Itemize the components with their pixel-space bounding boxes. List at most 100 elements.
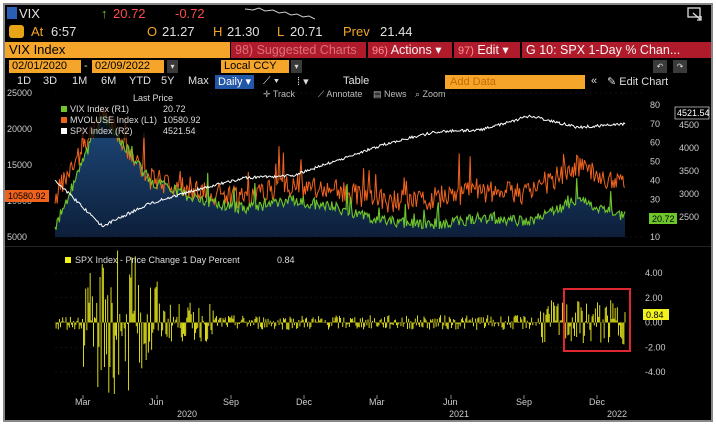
- r2-tick-label: 2500: [679, 212, 699, 222]
- start-date-field[interactable]: 02/01/2020: [9, 60, 81, 73]
- prev-label: Prev: [343, 24, 370, 39]
- period-3d[interactable]: 3D: [43, 75, 58, 87]
- sub-legend-value: 0.84: [277, 255, 295, 265]
- ohlc-line: At 6:57 O 21.27 H 21.30 L 20.71 Prev 21.…: [5, 23, 711, 41]
- exchange-icon: [9, 25, 24, 38]
- caret-down-icon: ▾: [435, 43, 442, 57]
- mvoluse-area: [55, 114, 625, 237]
- main-legend: Last Price VIX Index (R1) 20.72 MVOLUSE …: [57, 92, 207, 138]
- security-field[interactable]: VIX Index: [5, 42, 230, 58]
- svg-text:10580.92: 10580.92: [8, 191, 46, 201]
- currency-field[interactable]: Local CCY: [221, 60, 289, 73]
- mvoluse-line: [54, 105, 626, 213]
- svg-text:20.72: 20.72: [652, 214, 675, 224]
- window-popout-icon[interactable]: [687, 7, 703, 21]
- security-name: VIX Index: [9, 42, 66, 57]
- month-tick-label: Dec: [589, 397, 606, 407]
- legend-spx-name: SPX Index (R2): [70, 126, 133, 136]
- suggested-number: 98): [235, 43, 254, 57]
- month-tick-label: Sep: [223, 397, 239, 407]
- settings-icon[interactable]: ⁞ ▾: [297, 76, 309, 88]
- period-5y[interactable]: 5Y: [161, 75, 175, 87]
- sub-tick-label: -4.00: [645, 367, 666, 377]
- legend-mvoluse-value: 10580.92: [163, 115, 201, 125]
- period-6m[interactable]: 6M: [101, 75, 117, 87]
- legend-spx-value: 4521.54: [163, 126, 196, 136]
- left-marker: 10580.92: [5, 190, 49, 202]
- currency-dropdown-icon[interactable]: ▾: [291, 60, 302, 73]
- bloomberg-terminal-window: VIX ↑ 20.72 -0.72 At 6:57 O 21.27 H 21.3…: [3, 3, 713, 422]
- low-label: L: [277, 24, 285, 39]
- r1-tick-label: 80: [650, 100, 660, 110]
- track-tool[interactable]: ✛ Track: [263, 89, 296, 99]
- r1-tick-label: 50: [650, 157, 660, 167]
- actions-menu-button[interactable]: 96) Actions ▾: [368, 42, 452, 58]
- suggested-charts-button[interactable]: 98) Suggested Charts: [231, 42, 366, 58]
- spx-line: [54, 114, 626, 228]
- left-tick-label: 5000: [7, 232, 27, 242]
- legend-swatch-vix: [61, 106, 67, 112]
- main-chart[interactable]: 250002000015000100005000 807060504030201…: [5, 89, 711, 245]
- end-date-field[interactable]: 02/09/2022: [92, 60, 164, 73]
- svg-text:4521.54: 4521.54: [677, 108, 710, 118]
- actions-label: Actions: [390, 43, 432, 57]
- period-max[interactable]: Max: [188, 75, 209, 87]
- r1-marker: 20.72: [649, 213, 677, 224]
- period-ytd[interactable]: YTD: [129, 75, 151, 87]
- date-separator: -: [84, 60, 88, 72]
- sub-chart[interactable]: 4.00 2.00 0.00 -2.00 -4.00 SPX Index - Price…: [5, 246, 711, 396]
- edit-menu-button[interactable]: 97) Edit ▾: [454, 42, 520, 58]
- sub-marker: 0.84: [643, 309, 669, 320]
- ticker[interactable]: VIX: [19, 6, 40, 21]
- collapse-icon[interactable]: «: [591, 75, 598, 87]
- month-tick-label: Jun: [443, 397, 458, 407]
- calendar-dropdown-icon[interactable]: ▾: [167, 60, 178, 73]
- left-tick-label: 15000: [7, 160, 32, 170]
- table-button[interactable]: Table: [343, 75, 370, 87]
- year-tick-label: 2022: [607, 409, 627, 419]
- period-1d[interactable]: 1D: [17, 75, 32, 87]
- chart-title-button[interactable]: G 10: SPX 1-Day % Chan...: [522, 42, 711, 58]
- frequency-select[interactable]: Daily ▾: [215, 75, 255, 89]
- legend-vix-value: 20.72: [163, 104, 186, 114]
- legend-swatch-spx: [61, 128, 67, 134]
- sub-tick-label: -2.00: [645, 342, 666, 352]
- add-data-field[interactable]: Add Data: [445, 75, 585, 89]
- r2-axis: 4500 4000 3500 3000 2500: [679, 120, 699, 222]
- r1-tick-label: 40: [650, 175, 660, 185]
- legend-mvoluse-name: MVOLUSE Index (L1): [70, 115, 157, 125]
- r1-tick-label: 60: [650, 138, 660, 148]
- time-label: At: [31, 24, 44, 39]
- redo-icon[interactable]: ↷: [673, 60, 687, 73]
- ticker-cursor: [7, 7, 17, 19]
- annotate-tool[interactable]: ⟋ Annotate: [318, 89, 362, 99]
- zoom-tool[interactable]: ⌕ Zoom: [415, 89, 446, 99]
- legend-swatch-mvoluse: [61, 117, 67, 123]
- suggested-label: Suggested Charts: [256, 43, 357, 57]
- last-price: 20.72: [113, 6, 146, 21]
- r2-tick-label: 4000: [679, 143, 699, 153]
- sub-tick-label: 0.00: [645, 318, 663, 328]
- month-tick-label: Mar: [369, 397, 385, 407]
- r2-tick-label: 4500: [679, 120, 699, 130]
- period-1m[interactable]: 1M: [72, 75, 88, 87]
- date-range-bar: 02/01/2020 - 02/09/2022 ▾ Local CCY ▾ ↶ …: [5, 60, 711, 74]
- spx-change-bars: [54, 250, 626, 394]
- frequency-label: Daily: [218, 76, 243, 88]
- news-tool[interactable]: ▤ News: [373, 89, 407, 99]
- r2-tick-label: 3500: [679, 166, 699, 176]
- function-bar: VIX Index 98) Suggested Charts 96) Actio…: [5, 42, 711, 58]
- line-style-icon[interactable]: ⟋ ▾: [263, 75, 280, 87]
- sub-tick-label: 2.00: [645, 293, 663, 303]
- left-tick-label: 20000: [7, 124, 32, 134]
- edit-chart-button[interactable]: ✎ Edit Chart: [607, 76, 669, 88]
- prev-value: 21.44: [380, 24, 413, 39]
- undo-icon[interactable]: ↶: [653, 60, 667, 73]
- vix-line: [54, 114, 626, 230]
- sub-legend-swatch: [65, 257, 71, 263]
- year-tick-label: 2021: [449, 409, 469, 419]
- actions-number: 96): [372, 45, 388, 57]
- edit-chart-label: Edit Chart: [619, 76, 669, 88]
- month-tick-label: Sep: [516, 397, 532, 407]
- chart-tools: ✛ Track ⟋ Annotate ▤ News ⌕ Zoom: [263, 89, 446, 99]
